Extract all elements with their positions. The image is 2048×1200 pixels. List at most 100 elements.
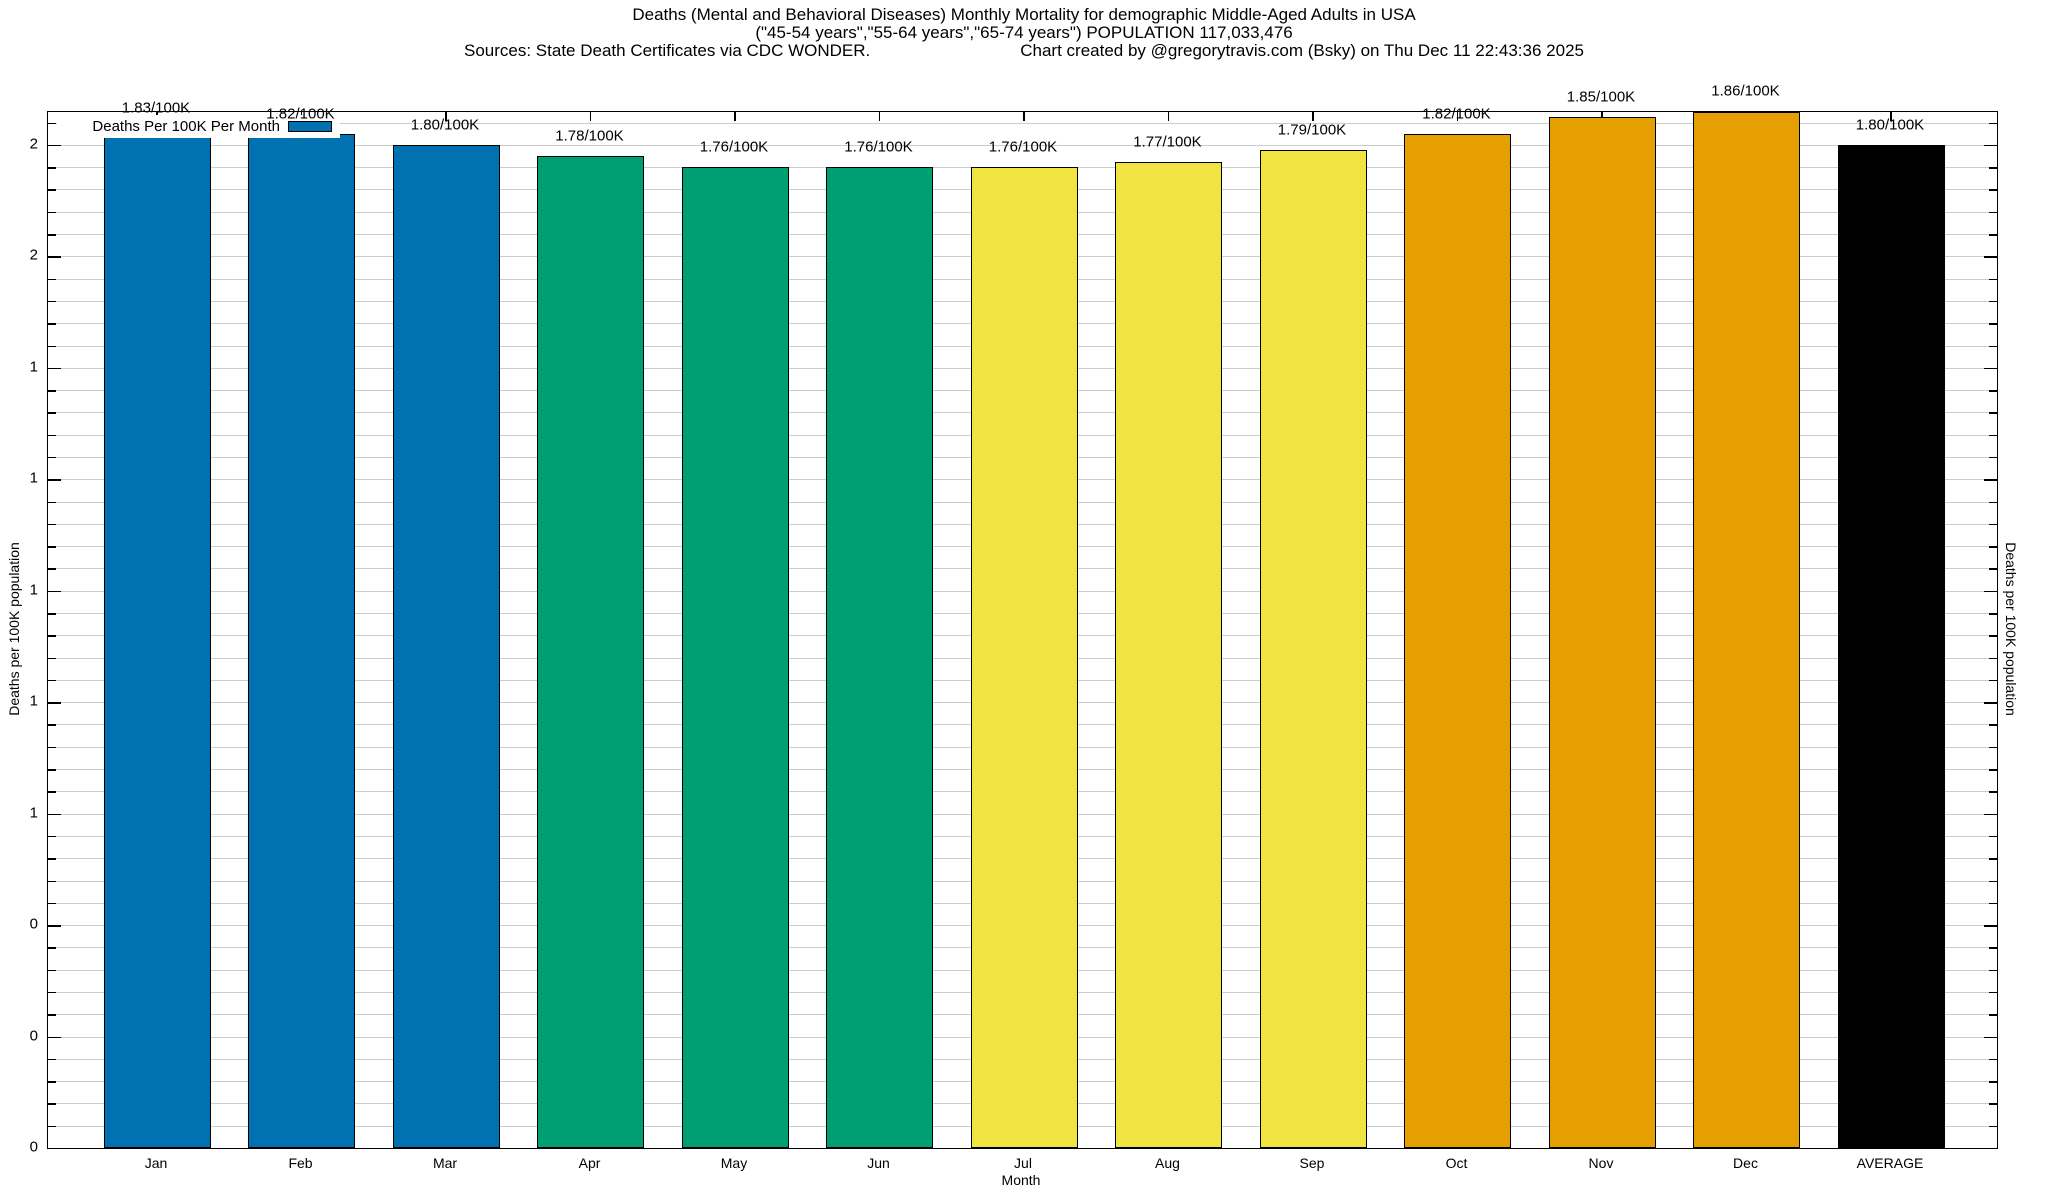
y-tick-mark-left bbox=[48, 434, 56, 437]
y-tick-mark-left bbox=[48, 122, 56, 125]
chart-credit-text: Chart created by @gregorytravis.com (Bsk… bbox=[1020, 41, 1584, 60]
y-gridline bbox=[48, 122, 1997, 124]
y-tick-mark-left bbox=[48, 791, 56, 793]
y-tick-mark-left bbox=[48, 323, 56, 325]
y-tick-mark-right bbox=[1984, 925, 1997, 927]
y-tick-mark-left bbox=[48, 456, 56, 459]
y-tick-mark-right bbox=[1989, 434, 1997, 437]
y-tick-label: 2 bbox=[29, 135, 38, 153]
chart-title-line3: Sources: State Death Certificates via CD… bbox=[0, 42, 2048, 59]
bar-jun bbox=[826, 167, 933, 1148]
y-tick-mark-right bbox=[1989, 657, 1997, 660]
y-tick-mark-left bbox=[48, 746, 56, 749]
bar-jan bbox=[103, 128, 211, 1148]
y-tick-mark-right bbox=[1989, 211, 1997, 214]
y-tick-mark-right bbox=[1989, 1103, 1997, 1105]
y-tick-mark-left bbox=[48, 613, 56, 615]
x-tick-label-feb: Feb bbox=[288, 1155, 313, 1171]
y-tick-mark-left bbox=[48, 991, 56, 994]
y-tick-mark-left bbox=[48, 211, 56, 214]
bar-value-label: 1.82/100K bbox=[266, 105, 335, 123]
y-tick-mark-left bbox=[48, 367, 61, 370]
y-tick-mark-left bbox=[48, 479, 61, 481]
y-tick-mark-right bbox=[1984, 144, 1997, 147]
y-tick-mark-left bbox=[48, 590, 61, 593]
y-tick-mark-right bbox=[1989, 1058, 1997, 1061]
y-axis-label-right: Deaths per 100K population bbox=[2003, 542, 2019, 716]
bar-nov bbox=[1548, 117, 1656, 1148]
y-tick-mark-left bbox=[48, 568, 56, 570]
chart-legend: Deaths Per 100K Per Month bbox=[57, 115, 340, 138]
y-tick-mark-left bbox=[48, 300, 56, 303]
y-tick-mark-left bbox=[48, 769, 56, 771]
y-tick-mark-left bbox=[48, 1014, 56, 1016]
y-tick-mark-right bbox=[1984, 367, 1997, 370]
y-tick-label: 0 bbox=[29, 1138, 38, 1156]
y-tick-mark-right bbox=[1984, 479, 1997, 481]
bar-value-label: 1.83/100K bbox=[121, 99, 191, 117]
y-tick-mark-right bbox=[1989, 991, 1997, 994]
y-tick-mark-left bbox=[48, 167, 56, 169]
chart-sources-text: Sources: State Death Certificates via CD… bbox=[464, 41, 871, 60]
bar-apr bbox=[537, 156, 644, 1148]
bar-may bbox=[681, 167, 789, 1148]
y-tick-mark-left bbox=[48, 278, 56, 281]
x-tick-mark-top bbox=[1167, 112, 1170, 121]
x-tick-label-may: May bbox=[720, 1155, 748, 1171]
y-tick-mark-left bbox=[48, 635, 56, 637]
y-tick-mark-left bbox=[48, 902, 56, 905]
chart-title-line1: Deaths (Mental and Behavioral Diseases) … bbox=[632, 5, 1416, 24]
y-tick-mark-left bbox=[48, 1058, 56, 1061]
x-axis-label: Month bbox=[1001, 1172, 1041, 1188]
y-tick-mark-left bbox=[48, 234, 56, 236]
x-tick-mark-top bbox=[878, 112, 881, 121]
bar-feb bbox=[248, 133, 355, 1148]
y-tick-mark-right bbox=[1989, 189, 1997, 191]
x-tick-label-nov: Nov bbox=[1588, 1155, 1614, 1171]
y-tick-mark-right bbox=[1989, 568, 1997, 570]
y-tick-mark-right bbox=[1989, 300, 1997, 303]
bar-value-label: 1.82/100K bbox=[1422, 105, 1491, 123]
x-tick-label-sep: Sep bbox=[1299, 1155, 1325, 1171]
y-tick-mark-right bbox=[1989, 947, 1997, 949]
y-tick-mark-right bbox=[1989, 613, 1997, 615]
y-tick-label: 0 bbox=[29, 915, 38, 933]
y-tick-mark-right bbox=[1989, 791, 1997, 793]
y-tick-mark-right bbox=[1989, 501, 1997, 504]
y-tick-mark-left bbox=[48, 345, 56, 347]
y-tick-label: 1 bbox=[29, 692, 38, 710]
bar-value-label: 1.86/100K bbox=[1711, 82, 1780, 100]
bar-value-label: 1.85/100K bbox=[1566, 88, 1636, 106]
y-tick-mark-left bbox=[48, 1103, 56, 1105]
y-tick-mark-left bbox=[48, 858, 56, 860]
y-tick-label: 1 bbox=[29, 469, 38, 487]
x-tick-mark-top bbox=[445, 112, 447, 121]
x-tick-label-apr: Apr bbox=[578, 1155, 601, 1171]
y-tick-mark-right bbox=[1989, 412, 1997, 414]
bar-value-label: 1.80/100K bbox=[410, 116, 480, 134]
y-tick-mark-right bbox=[1984, 813, 1997, 816]
y-tick-mark-right bbox=[1989, 1081, 1997, 1083]
bar-sep bbox=[1259, 150, 1367, 1148]
y-tick-mark-right bbox=[1989, 167, 1997, 169]
y-tick-mark-right bbox=[1989, 323, 1997, 325]
x-tick-label-aug: Aug bbox=[1155, 1155, 1180, 1171]
y-tick-mark-left bbox=[48, 813, 61, 816]
y-tick-mark-left bbox=[48, 947, 56, 949]
y-tick-mark-left bbox=[48, 702, 61, 704]
y-axis-label-left: Deaths per 100K population bbox=[6, 542, 22, 716]
y-tick-label: 0 bbox=[29, 1027, 38, 1045]
y-tick-mark-left bbox=[48, 144, 61, 147]
y-tick-mark-left bbox=[48, 390, 56, 392]
y-tick-mark-left bbox=[48, 501, 56, 504]
bar-average bbox=[1837, 144, 1945, 1148]
y-tick-mark-left bbox=[48, 724, 56, 726]
y-tick-mark-right bbox=[1989, 234, 1997, 236]
y-tick-label: 2 bbox=[29, 246, 38, 264]
y-tick-mark-left bbox=[48, 679, 56, 682]
y-tick-mark-right bbox=[1989, 1125, 1997, 1128]
y-tick-mark-right bbox=[1984, 1036, 1997, 1039]
x-tick-label-jan: Jan bbox=[144, 1155, 168, 1171]
y-tick-mark-right bbox=[1984, 256, 1997, 258]
bar-value-label: 1.77/100K bbox=[1133, 133, 1202, 151]
